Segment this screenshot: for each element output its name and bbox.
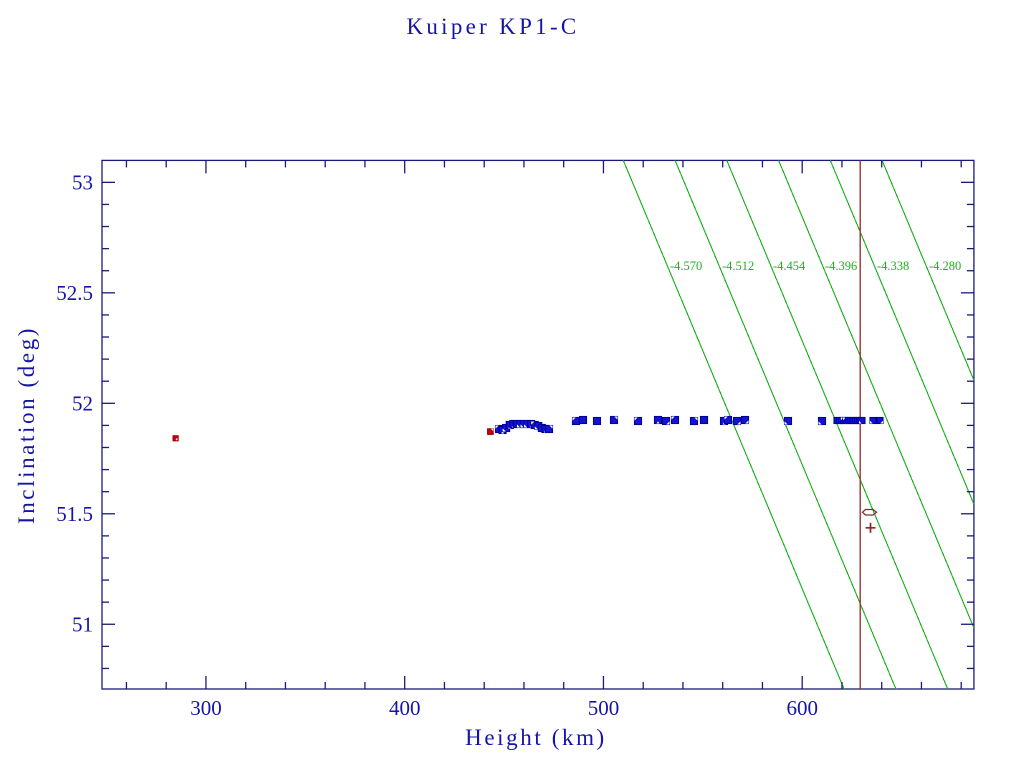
svg-text:51: 51 <box>72 613 93 637</box>
svg-text:400: 400 <box>389 696 421 720</box>
svg-text:52.5: 52.5 <box>56 281 93 305</box>
svg-text:500: 500 <box>588 696 620 720</box>
svg-text:-4.454: -4.454 <box>773 259 806 273</box>
svg-text:Kuiper KP1-C: Kuiper KP1-C <box>406 14 579 39</box>
svg-text:Inclination (deg): Inclination (deg) <box>14 326 39 524</box>
svg-text:Height (km): Height (km) <box>465 725 607 750</box>
svg-text:-4.570: -4.570 <box>670 259 702 273</box>
svg-text:-4.396: -4.396 <box>825 259 857 273</box>
svg-text:-4.280: -4.280 <box>929 259 961 273</box>
svg-text:-4.338: -4.338 <box>877 259 909 273</box>
svg-text:53: 53 <box>72 171 93 195</box>
svg-text:300: 300 <box>190 696 222 720</box>
svg-text:52: 52 <box>72 392 93 416</box>
svg-text:600: 600 <box>786 696 818 720</box>
svg-text:-4.512: -4.512 <box>722 259 754 273</box>
svg-text:51.5: 51.5 <box>56 502 93 526</box>
